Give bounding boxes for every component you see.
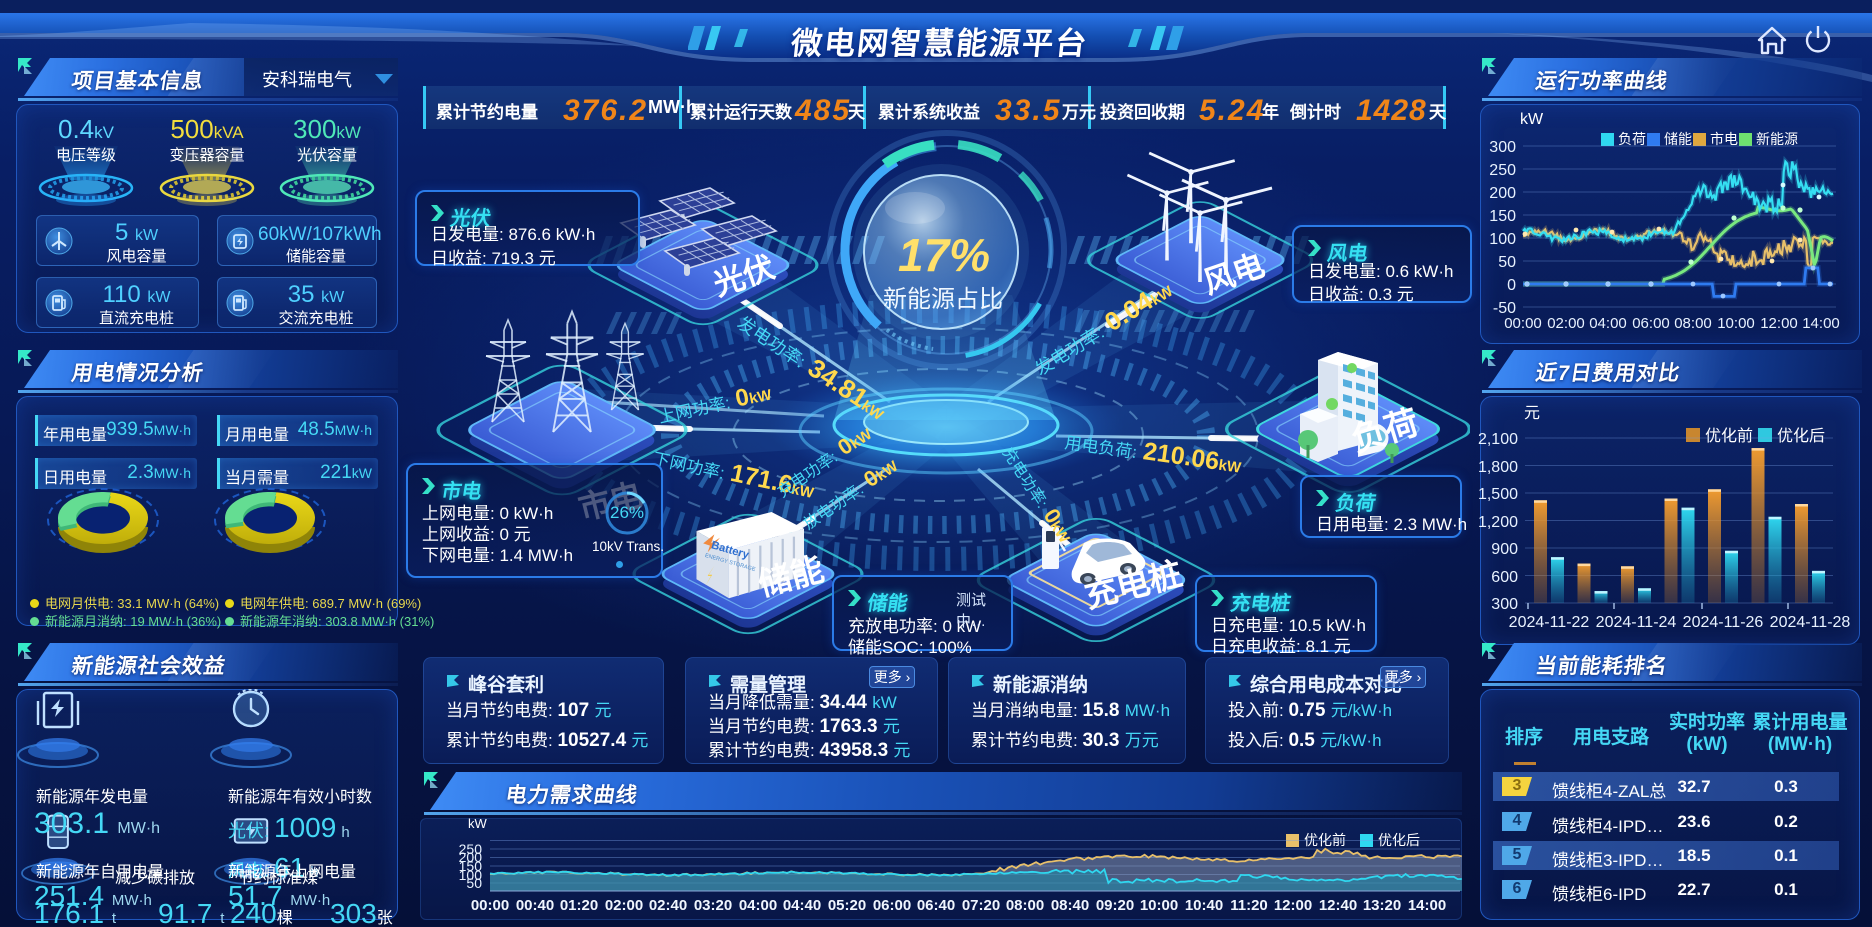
svg-text:优化前: 优化前	[1304, 832, 1346, 848]
svg-text:04:00: 04:00	[739, 897, 777, 914]
svg-text:负荷: 负荷	[1618, 131, 1646, 147]
svg-text:08:00: 08:00	[1674, 315, 1712, 332]
svg-text:02:00: 02:00	[1547, 315, 1585, 332]
svg-text:06:00: 06:00	[1632, 315, 1670, 332]
svg-text:00:00: 00:00	[471, 897, 509, 914]
svg-text:50: 50	[466, 875, 482, 891]
svg-text:2024-11-28: 2024-11-28	[1770, 614, 1851, 631]
svg-text:市电: 市电	[1710, 131, 1738, 147]
svg-text:2,100: 2,100	[1478, 431, 1518, 448]
svg-text:100: 100	[459, 867, 483, 883]
svg-text:10:00: 10:00	[1717, 315, 1755, 332]
svg-text:200: 200	[1489, 185, 1516, 202]
svg-text:-50: -50	[1493, 300, 1516, 317]
svg-text:01:20: 01:20	[560, 897, 598, 914]
svg-text:14:00: 14:00	[1408, 897, 1446, 914]
svg-text:储能: 储能	[1664, 131, 1692, 147]
svg-text:600: 600	[1491, 569, 1518, 586]
svg-text:kW: kW	[468, 816, 488, 831]
svg-text:2024-11-24: 2024-11-24	[1596, 614, 1677, 631]
svg-text:优化前: 优化前	[1705, 427, 1753, 445]
svg-text:04:40: 04:40	[783, 897, 821, 914]
svg-text:50: 50	[1498, 254, 1516, 271]
svg-text:12:00: 12:00	[1760, 315, 1798, 332]
svg-text:1,500: 1,500	[1478, 486, 1518, 503]
svg-text:元: 元	[1524, 405, 1540, 422]
svg-text:优化后: 优化后	[1777, 427, 1825, 445]
svg-text:250: 250	[1489, 162, 1516, 179]
svg-text:10:40: 10:40	[1185, 897, 1223, 914]
svg-text:06:00: 06:00	[873, 897, 911, 914]
svg-text:300: 300	[1489, 139, 1516, 156]
svg-text:02:00: 02:00	[605, 897, 643, 914]
svg-text:2024-11-26: 2024-11-26	[1683, 614, 1764, 631]
svg-text:06:40: 06:40	[917, 897, 955, 914]
svg-text:150: 150	[459, 858, 483, 874]
svg-text:11:20: 11:20	[1230, 897, 1268, 914]
svg-text:kW: kW	[1520, 111, 1544, 128]
svg-text:08:00: 08:00	[1006, 897, 1044, 914]
svg-text:17%: 17%	[898, 229, 990, 281]
svg-text:09:20: 09:20	[1096, 897, 1134, 914]
svg-text:900: 900	[1491, 541, 1518, 558]
svg-text:00:40: 00:40	[516, 897, 554, 914]
svg-text:250: 250	[459, 841, 483, 857]
svg-text:0: 0	[1507, 277, 1516, 294]
svg-text:新能源占比: 新能源占比	[883, 286, 1003, 313]
svg-text:10:00: 10:00	[1140, 897, 1178, 914]
svg-text:200: 200	[459, 849, 483, 865]
svg-text:13:20: 13:20	[1363, 897, 1401, 914]
svg-text:100: 100	[1489, 231, 1516, 248]
svg-text:优化后: 优化后	[1378, 832, 1420, 848]
svg-text:2024-11-22: 2024-11-22	[1509, 614, 1590, 631]
svg-text:1,800: 1,800	[1478, 459, 1518, 476]
svg-text:05:20: 05:20	[828, 897, 866, 914]
svg-text:1,200: 1,200	[1478, 514, 1518, 531]
svg-text:04:00: 04:00	[1589, 315, 1627, 332]
svg-text:新能源: 新能源	[1756, 131, 1798, 147]
svg-text:03:20: 03:20	[694, 897, 732, 914]
svg-text:02:40: 02:40	[649, 897, 687, 914]
svg-text:12:40: 12:40	[1319, 897, 1357, 914]
svg-text:00:00: 00:00	[1504, 315, 1542, 332]
svg-text:150: 150	[1489, 208, 1516, 225]
svg-text:300: 300	[1491, 596, 1518, 613]
svg-text:08:40: 08:40	[1051, 897, 1089, 914]
svg-text:14:00: 14:00	[1802, 315, 1840, 332]
svg-text:12:00: 12:00	[1274, 897, 1312, 914]
svg-text:07:20: 07:20	[962, 897, 1000, 914]
